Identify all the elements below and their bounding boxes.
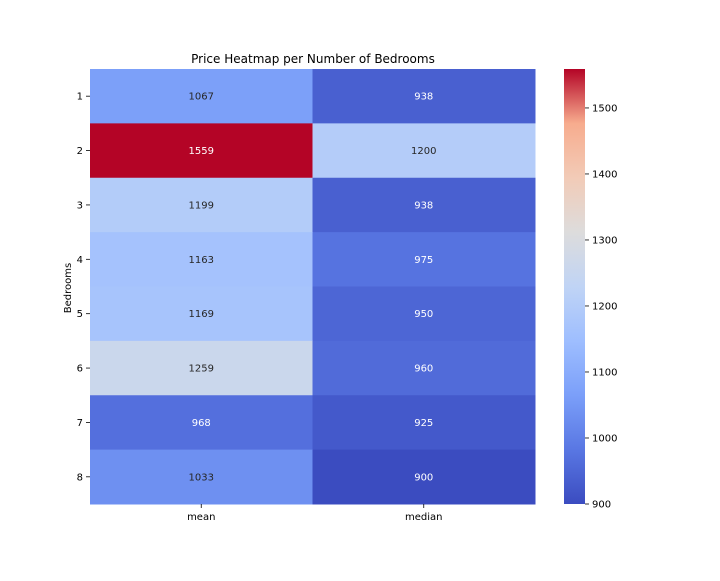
heatmap-cell — [312, 69, 536, 124]
heatmap-cell — [312, 286, 536, 342]
colorbar-tick-label: 1000 — [592, 433, 617, 444]
y-tick-label: 1 — [77, 92, 83, 103]
y-tick-label: 7 — [77, 418, 83, 429]
cell-value-label: 1259 — [189, 364, 214, 375]
x-tick-label: mean — [187, 512, 215, 523]
cell-value-label: 1033 — [189, 472, 214, 483]
cell-value-label: 1200 — [411, 146, 436, 157]
y-tick-label: 8 — [77, 472, 83, 483]
y-tick-label: 6 — [77, 364, 83, 375]
cell-value-label: 975 — [414, 255, 433, 266]
heatmap-cell — [312, 449, 536, 505]
axis-ticks: 1 2 3 4 5 6 7 8 mean median — [77, 92, 443, 523]
heatmap-cell — [90, 177, 313, 233]
y-tick-label: 2 — [77, 146, 83, 157]
cell-value-label: 938 — [414, 92, 433, 103]
heatmap-cell — [90, 395, 313, 451]
heatmap-cell — [90, 449, 313, 505]
colorbar-tick-label: 1200 — [592, 301, 617, 312]
cell-value-label: 1163 — [189, 255, 214, 266]
heatmap-cell — [90, 340, 313, 396]
x-tick-label: median — [405, 512, 443, 523]
heatmap-cell — [312, 395, 536, 451]
heatmap-cells: 1067 938 1559 1200 1199 938 1163 975 1169 950 1259… — [90, 69, 536, 505]
cell-value-label: 1199 — [189, 200, 214, 211]
colorbar — [564, 69, 585, 504]
cell-value-label: 1067 — [189, 92, 214, 103]
cell-value-label: 950 — [414, 309, 433, 320]
chart-title: Price Heatmap per Number of Bedrooms — [191, 52, 435, 66]
colorbar-tick-label: 900 — [592, 500, 611, 511]
heatmap-cell — [90, 123, 313, 179]
heatmap-cell — [90, 286, 313, 342]
heatmap-cell — [312, 340, 536, 396]
cell-value-label: 1169 — [189, 309, 214, 320]
cell-value-label: 900 — [414, 472, 433, 483]
y-tick-label: 5 — [77, 309, 83, 320]
cell-value-label: 968 — [192, 418, 211, 429]
heatmap-cell — [312, 123, 536, 179]
colorbar-tick-label: 1500 — [592, 103, 617, 114]
heatmap-cell — [90, 69, 313, 124]
colorbar-ticks: 900 1000 1100 1200 1300 1400 1500 — [585, 103, 617, 511]
colorbar-tick-label: 1100 — [592, 367, 617, 378]
y-tick-label: 4 — [77, 255, 83, 266]
colorbar-tick-label: 1400 — [592, 169, 617, 180]
y-axis-label: Bedrooms — [63, 263, 74, 313]
heatmap-cell — [312, 177, 536, 233]
heatmap-cell — [90, 232, 313, 287]
colorbar-tick-label: 1300 — [592, 235, 617, 246]
y-tick-label: 3 — [77, 200, 83, 211]
cell-value-label: 938 — [414, 200, 433, 211]
cell-value-label: 925 — [414, 418, 433, 429]
cell-value-label: 1559 — [189, 146, 214, 157]
heatmap-cell — [312, 232, 536, 287]
cell-value-label: 960 — [414, 364, 433, 375]
